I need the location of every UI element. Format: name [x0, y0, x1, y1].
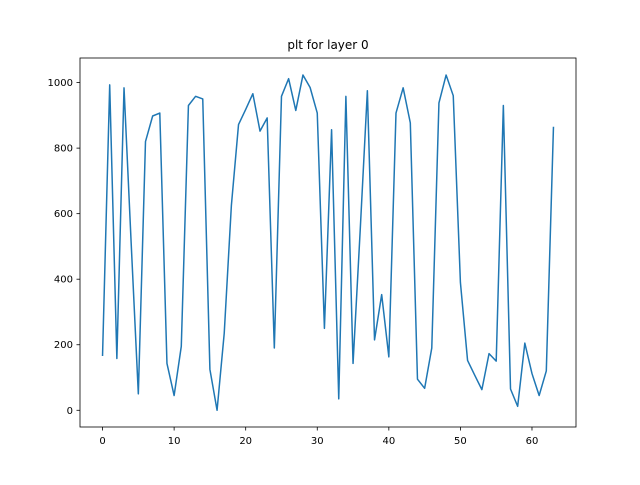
x-tick-label: 30 — [311, 436, 324, 447]
chart-title: plt for layer 0 — [287, 38, 368, 52]
plot-area — [101, 74, 555, 412]
x-tick-label: 60 — [526, 436, 539, 447]
x-tick-label: 50 — [454, 436, 467, 447]
x-tick-label: 0 — [99, 436, 105, 447]
y-tick-label: 600 — [54, 209, 73, 220]
y-tick-label: 1000 — [48, 78, 73, 89]
y-tick-label: 200 — [54, 340, 73, 351]
y-tick-label: 0 — [67, 406, 73, 417]
x-tick-label: 20 — [239, 436, 252, 447]
x-tick-label: 40 — [382, 436, 395, 447]
y-tick-label: 400 — [54, 275, 73, 286]
axes-frame — [79, 57, 577, 428]
x-tick-label: 10 — [168, 436, 181, 447]
y-tick-label: 800 — [54, 144, 73, 155]
series-line-0 — [101, 74, 555, 412]
